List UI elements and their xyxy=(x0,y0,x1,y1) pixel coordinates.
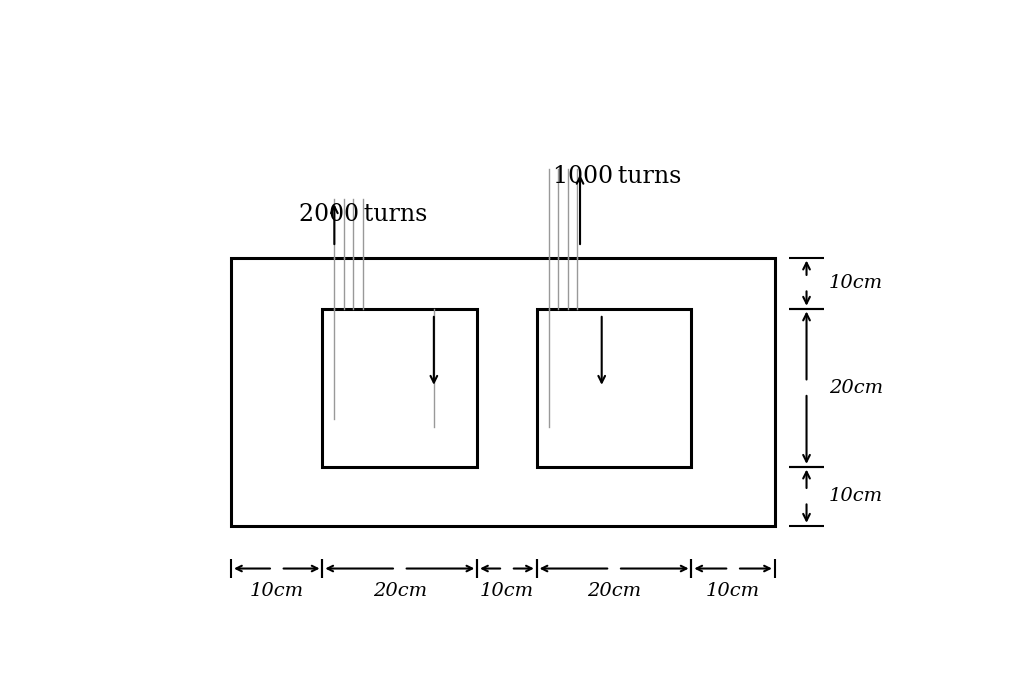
Text: 20cm: 20cm xyxy=(587,582,641,600)
Bar xyxy=(231,258,775,525)
Text: 10cm: 10cm xyxy=(707,582,760,600)
Text: 20cm: 20cm xyxy=(828,379,883,397)
Text: 2000 turns: 2000 turns xyxy=(299,203,427,226)
Text: 20cm: 20cm xyxy=(373,582,427,600)
Text: 10cm: 10cm xyxy=(480,582,534,600)
Text: 10cm: 10cm xyxy=(828,274,883,292)
Text: 10cm: 10cm xyxy=(250,582,304,600)
Text: 10cm: 10cm xyxy=(828,487,883,505)
Bar xyxy=(537,308,691,467)
Text: 1000 turns: 1000 turns xyxy=(553,165,681,188)
Bar xyxy=(323,308,477,467)
